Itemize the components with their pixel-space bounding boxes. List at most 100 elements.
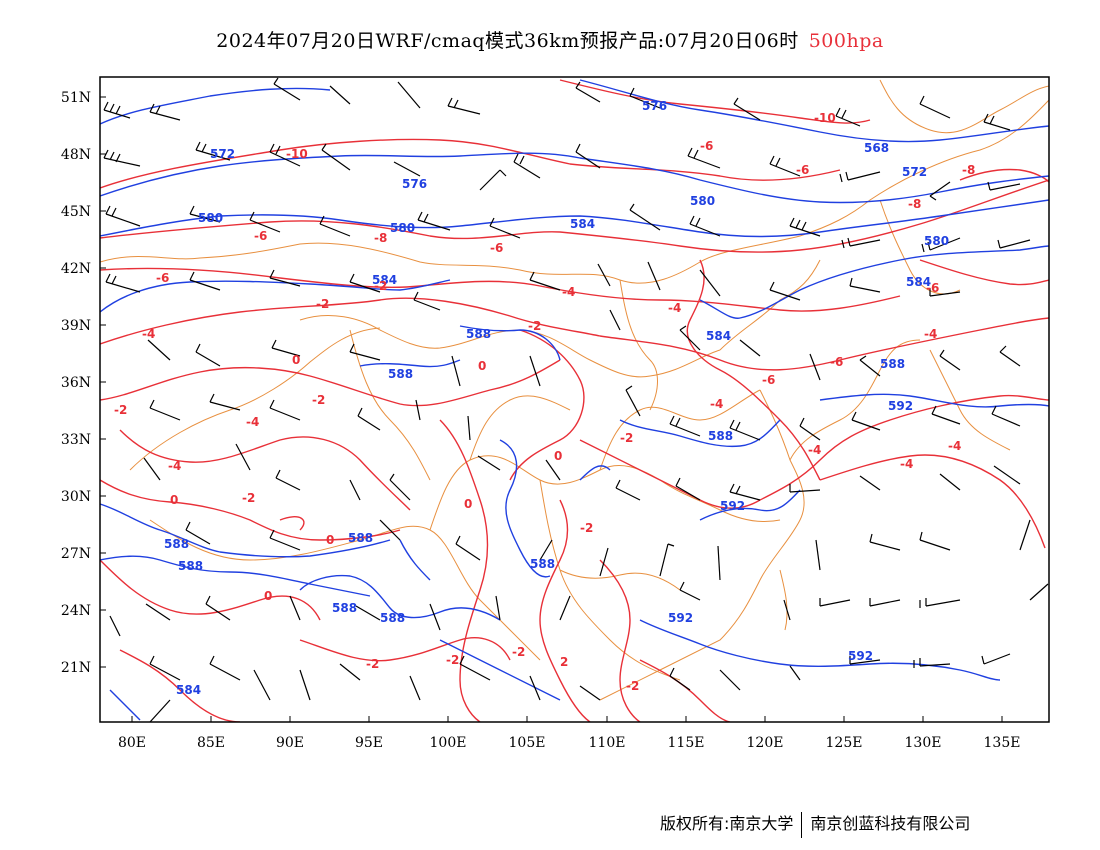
temp-label: -4 [710,397,723,411]
height-label: 588 [466,327,491,341]
footer-divider [801,811,803,838]
temp-label: -2 [366,657,379,671]
temp-label: 0 [478,359,486,373]
temp-label: -8 [374,231,387,245]
height-label: 580 [924,234,949,248]
lat-tick-label: 36N [61,375,91,391]
height-label: 572 [902,165,927,179]
temp-label: -4 [562,285,575,299]
temperature-contours [100,79,1049,722]
title-text: 2024年07月20日WRF/cmaq模式36km预报产品:07月20日06时 [216,30,799,52]
temp-label: -4 [808,443,821,457]
height-label: 588 [348,531,373,545]
lon-tick-label: 85E [197,735,225,751]
height-label: 588 [388,367,413,381]
map-title: 2024年07月20日WRF/cmaq模式36km预报产品:07月20日06时 5… [0,26,1100,53]
temp-label: 0 [264,589,272,603]
temp-label: -6 [156,271,169,285]
temp-label: -2 [626,679,639,693]
geopotential-contours [100,79,1049,721]
lon-tick-label: 130E [905,735,942,751]
lat-tick-label: 30N [61,489,91,505]
height-label: 572 [210,147,235,161]
temp-label: 0 [326,533,334,547]
temp-label: 0 [170,493,178,507]
temp-label: -8 [908,197,921,211]
lon-tick-label: 80E [118,735,146,751]
height-label: 580 [690,194,715,208]
temp-label: -2 [312,393,325,407]
temp-label: -2 [316,297,329,311]
lat-tick-label: 51N [61,90,91,106]
lat-tick-label: 39N [61,318,91,334]
lon-tick-label: 125E [826,735,863,751]
lon-tick-label: 100E [430,735,467,751]
height-label: 580 [198,211,223,225]
geopotential-labels: 576 572 568 572 576 580 580 584 580 584 … [164,99,949,697]
height-label: 576 [642,99,667,113]
temp-label: 2 [560,655,568,669]
temp-label: -4 [948,439,961,453]
height-label: 576 [402,177,427,191]
temp-label: -6 [796,163,809,177]
temp-label: -4 [900,457,913,471]
lon-tick-label: 120E [747,735,784,751]
temp-label: -10 [814,111,836,125]
temp-label: -4 [246,415,259,429]
height-label: 584 [906,275,931,289]
temp-label: 0 [464,497,472,511]
temperature-labels: -10 -6 -10 -6 -8 -8 -6 -8 -6 -6 -6 -4 -2… [114,111,975,693]
height-label: 588 [380,611,405,625]
lon-tick-label: 105E [509,735,546,751]
height-label: 584 [570,217,595,231]
lat-tick-label: 27N [61,546,91,562]
height-label: 592 [720,499,745,513]
lon-tick-label: 115E [668,735,705,751]
temp-label: 0 [292,353,300,367]
longitude-labels: 80E 85E 90E 95E 100E 105E 110E 115E 120E… [118,735,1021,751]
height-label: 580 [390,221,415,235]
temp-label: -2 [620,431,633,445]
temp-label: -2 [512,645,525,659]
lat-tick-label: 48N [61,147,91,163]
temp-label: 0 [554,449,562,463]
temp-label: -4 [924,327,937,341]
temp-label: -4 [142,327,155,341]
height-label: 588 [164,537,189,551]
company-name: 南京创蓝科技有限公司 [810,814,971,833]
lon-tick-label: 90E [276,735,304,751]
temp-label: -6 [254,229,267,243]
temp-label: -6 [926,281,939,295]
height-label: 588 [178,559,203,573]
temp-label: -2 [242,491,255,505]
temp-label: -10 [286,147,308,161]
height-label: 588 [880,357,905,371]
temp-label: -2 [114,403,127,417]
height-label: 568 [864,141,889,155]
latitude-labels: 51N 48N 45N 42N 39N 36N 33N 30N 27N 24N … [61,90,91,676]
height-label: 584 [372,273,397,287]
plot-frame [99,76,1050,723]
temp-label: -2 [528,319,541,333]
lat-tick-label: 21N [61,660,91,676]
wind-barbs [103,77,1049,722]
axis-tick-marks [100,96,1003,722]
lat-tick-label: 33N [61,432,91,448]
height-label: 584 [706,329,731,343]
lon-tick-label: 135E [984,735,1021,751]
temp-label: -2 [374,279,387,293]
height-label: 588 [530,557,555,571]
copyright-footer: 版权所有:南京大学 南京创蓝科技有限公司 [660,810,970,838]
lat-tick-label: 24N [61,603,91,619]
temp-label: -2 [446,653,459,667]
lon-tick-label: 95E [355,735,383,751]
temp-label: -6 [490,241,503,255]
height-label: 592 [888,399,913,413]
copyright-text: 版权所有:南京大学 [660,814,794,833]
lat-tick-label: 45N [61,204,91,220]
temp-label: -8 [962,163,975,177]
temp-label: -2 [580,521,593,535]
height-label: 588 [332,601,357,615]
temp-label: -4 [668,301,681,315]
